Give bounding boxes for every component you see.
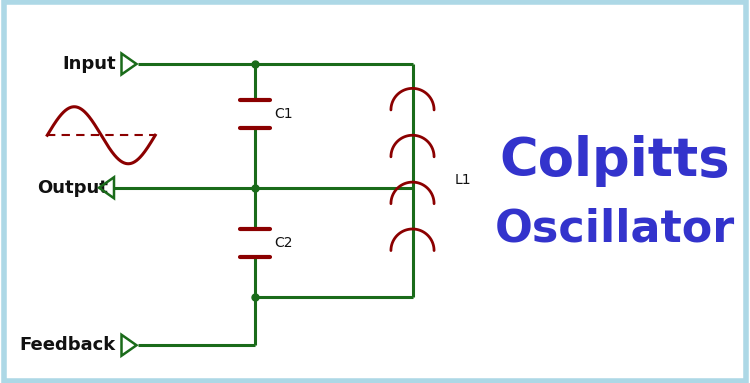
Text: Oscillator: Oscillator (495, 208, 735, 250)
Text: C2: C2 (274, 236, 293, 250)
Text: Colpitts: Colpitts (500, 136, 730, 188)
Text: Output: Output (37, 179, 108, 197)
Text: C1: C1 (274, 107, 293, 121)
Text: Feedback: Feedback (20, 336, 116, 354)
Text: L1: L1 (454, 173, 471, 187)
Text: Input: Input (62, 55, 116, 73)
